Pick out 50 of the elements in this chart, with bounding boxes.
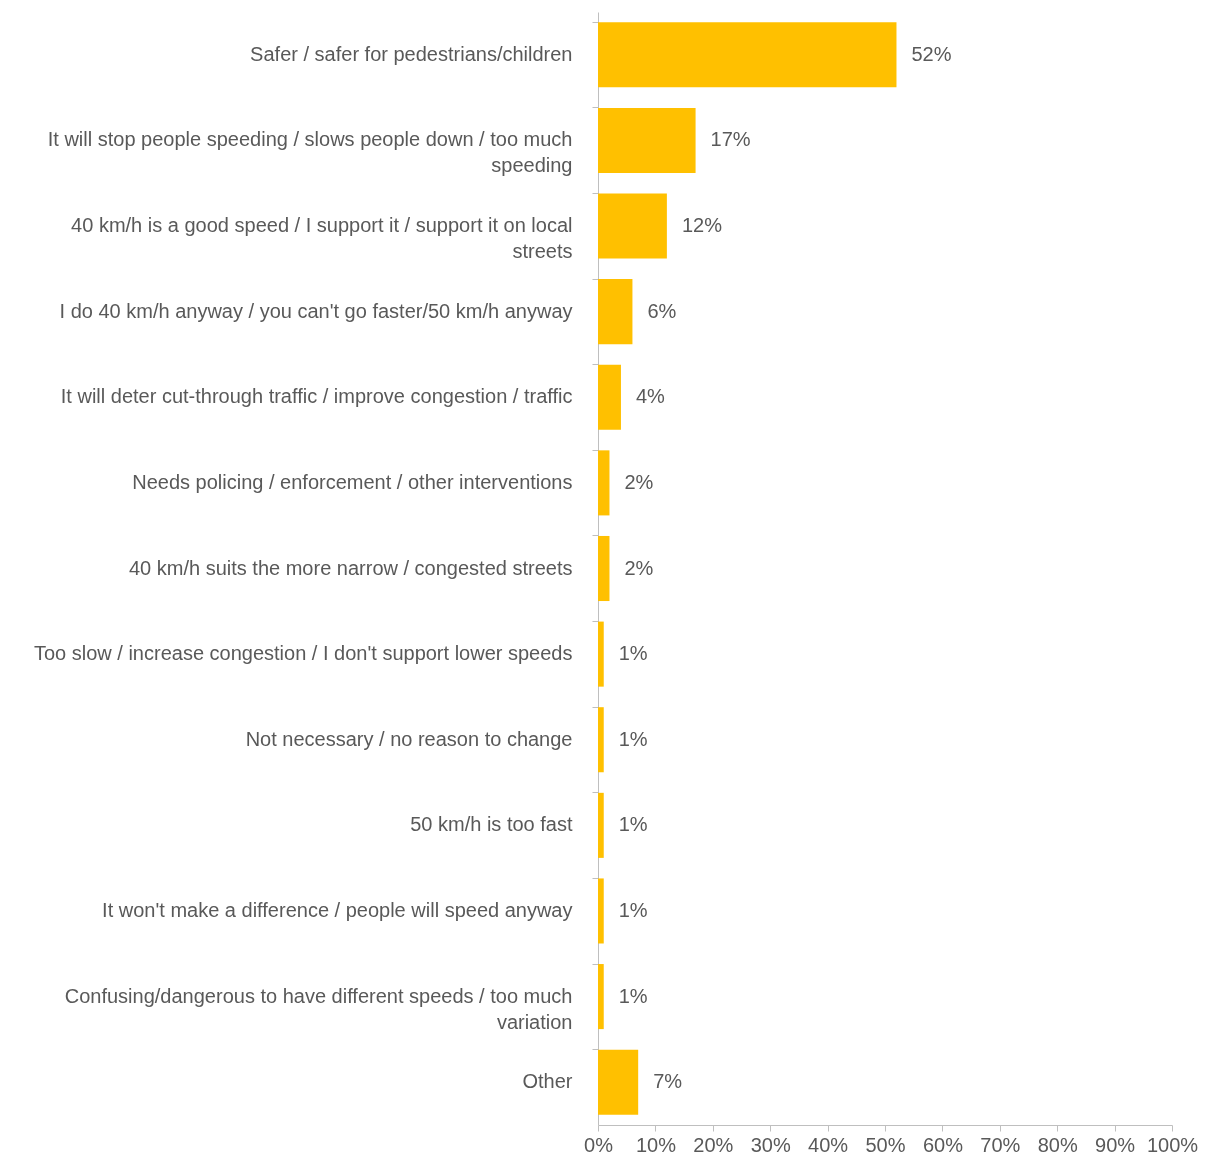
data-label: 1% <box>618 984 648 1007</box>
bar <box>598 107 696 173</box>
x-tick-label: 100% <box>1146 1133 1199 1156</box>
bar <box>598 964 604 1030</box>
bar <box>598 364 621 430</box>
y-tick-label: Too slow / increase congestion / I don't support lower speeds <box>33 642 573 665</box>
data-label: 12% <box>681 214 723 237</box>
data-label: 52% <box>911 42 952 65</box>
y-tick-label: Not necessary / no reason to change <box>245 727 573 750</box>
y-tick-label: Needs policing / enforcement / other interventions <box>132 470 573 493</box>
data-label: 17% <box>710 128 751 151</box>
y-tick-label: It will deter cut-through traffic / improve congestion / traffic <box>60 385 573 408</box>
bar <box>598 193 667 259</box>
y-tick-label: Confusing/dangerous to have different speeds / too much variation <box>64 984 573 1033</box>
bar <box>598 878 604 944</box>
data-label: 1% <box>618 727 648 750</box>
x-tick-label: 10% <box>635 1133 677 1156</box>
y-tick-label: It will stop people speeding / slows people down / too much speeding <box>47 128 573 177</box>
y-tick-label: Safer / safer for pedestrians/children <box>250 42 573 65</box>
x-tick-label: 50% <box>865 1133 906 1156</box>
data-label: 6% <box>647 299 677 322</box>
x-tick-label: 40% <box>808 1133 849 1156</box>
x-tick-label: 70% <box>980 1133 1021 1156</box>
y-tick-label: 50 km/h is too fast <box>410 813 573 836</box>
bar <box>598 450 610 516</box>
data-label: 2% <box>624 556 654 579</box>
x-tick-label: 60% <box>922 1133 964 1156</box>
y-tick-label: 40 km/h suits the more narrow / congested streets <box>128 556 573 579</box>
data-label: 1% <box>618 898 648 921</box>
bar <box>598 279 633 345</box>
x-tick-label: 0% <box>584 1133 614 1156</box>
bar <box>598 22 897 88</box>
data-label: 2% <box>624 470 654 493</box>
data-label: 4% <box>635 385 666 408</box>
bar <box>598 707 604 773</box>
y-tick-label: 40 km/h is a good speed / I support it / support it on local streets <box>71 214 573 263</box>
y-tick-label: It won't make a difference / people will speed anyway <box>102 898 573 921</box>
y-tick-label: I do 40 km/h anyway / you can't go faster/50 km/h anyway <box>59 299 573 322</box>
y-tick-label: Other <box>522 1070 573 1093</box>
x-tick-label: 90% <box>1095 1133 1136 1156</box>
data-label: 7% <box>653 1070 683 1093</box>
bar <box>598 535 610 602</box>
data-label: 1% <box>618 813 648 836</box>
bar <box>598 1049 639 1115</box>
x-tick-label: 20% <box>693 1133 734 1156</box>
bar <box>598 621 604 687</box>
bar <box>598 792 604 858</box>
x-tick-label: 80% <box>1037 1133 1078 1156</box>
x-tick-label: 30% <box>750 1133 791 1156</box>
data-label: 1% <box>618 642 648 665</box>
